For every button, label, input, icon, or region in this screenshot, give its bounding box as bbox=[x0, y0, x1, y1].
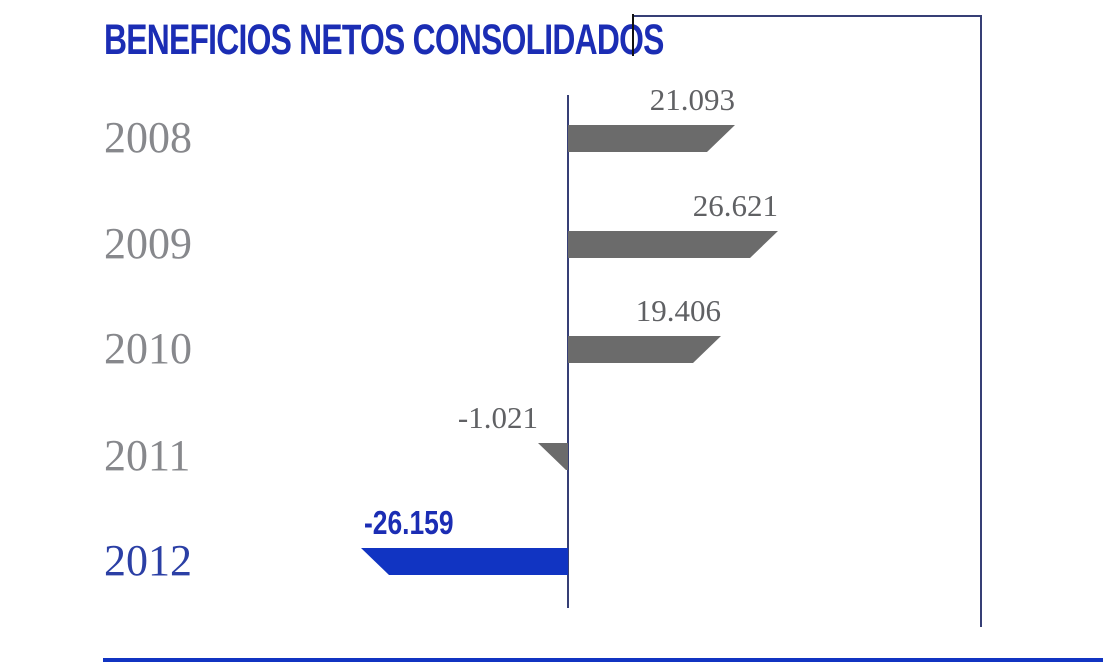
year-label-2008: 2008 bbox=[104, 113, 192, 162]
chart-title: BENEFICIOS NETOS CONSOLIDADOS bbox=[104, 16, 664, 64]
value-label-2012: -26.159 bbox=[364, 504, 454, 541]
year-label-2012: 2012 bbox=[104, 536, 192, 585]
bar-2011 bbox=[538, 443, 568, 470]
frame-border-top bbox=[634, 15, 980, 17]
year-label-2011: 2011 bbox=[104, 431, 191, 480]
frame-border-right bbox=[980, 15, 982, 627]
value-label-2011: -1.021 bbox=[457, 400, 538, 435]
year-label-2009: 2009 bbox=[104, 219, 192, 268]
bar-2010 bbox=[568, 336, 721, 363]
value-label-2008: 21.093 bbox=[649, 82, 735, 117]
bottom-rule-line bbox=[103, 658, 1103, 662]
bar-2008 bbox=[568, 125, 735, 152]
bar-2012 bbox=[361, 548, 568, 575]
year-label-2010: 2010 bbox=[104, 324, 192, 373]
value-label-2009: 26.621 bbox=[692, 188, 778, 223]
value-label-2010: 19.406 bbox=[635, 293, 721, 328]
bar-2009 bbox=[568, 231, 778, 258]
text-cursor bbox=[632, 14, 634, 56]
